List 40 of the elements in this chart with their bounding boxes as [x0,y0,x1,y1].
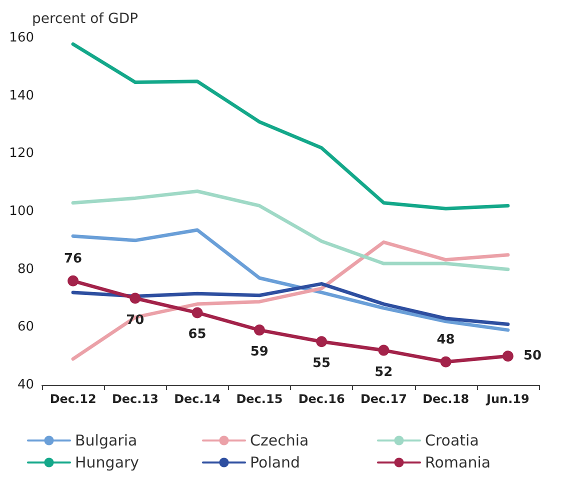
y-tick-label: 60 [17,320,34,335]
y-tick-label: 100 [9,204,34,219]
x-tick-label: Dec.15 [236,392,283,406]
legend-label: Croatia [425,432,479,450]
x-tick-label: Dec.13 [112,392,158,406]
y-tick-label: 80 [17,262,34,277]
data-label: 48 [436,332,455,348]
point [130,292,141,304]
data-label: 50 [523,348,542,364]
x-tick-label: Dec.12 [50,392,96,406]
point [502,350,514,362]
point [68,275,79,286]
point [254,324,265,336]
data-label: 59 [250,344,268,360]
line-series [71,42,510,210]
x-tick-label: Dec.14 [174,392,221,406]
data-label: 76 [64,251,82,266]
x-tick-label: Jun.19 [486,392,530,406]
point [440,356,452,368]
y-axis-title: percent of GDP [32,11,138,27]
y-tick-label: 140 [9,88,34,104]
point [378,344,390,356]
x-tick-label: Dec.16 [298,392,345,406]
x-tick-label: Dec.17 [360,392,407,406]
legend-label: Romania [425,454,491,472]
legend-label: Hungary [75,454,140,472]
legend-label: Poland [250,454,300,472]
legend-label: Czechia [250,432,309,450]
point [316,336,328,348]
data-label: 70 [126,312,144,328]
point [192,307,203,318]
data-label: 55 [312,356,331,372]
y-tick-label: 120 [9,146,34,162]
data-label: 65 [188,327,206,342]
line-series [71,282,510,326]
legend-label: Bulgaria [75,432,138,450]
x-tick-label: Dec.18 [422,392,470,406]
data-label: 52 [374,364,393,380]
y-tick-label: 160 [9,30,34,46]
y-tick-label: 40 [17,378,34,392]
